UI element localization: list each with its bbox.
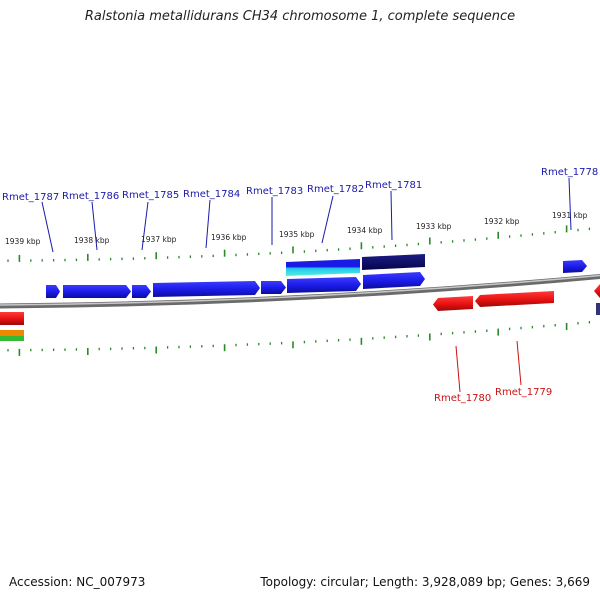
strip-dark [596, 303, 600, 315]
leader-rmet-1782 [321, 195, 334, 244]
gene-label-rmet-1783[interactable]: Rmet_1783 [246, 186, 303, 197]
label-leaders-reverse [455, 340, 522, 393]
gene-label-rmet-1780[interactable]: Rmet_1780 [434, 393, 491, 404]
leader-rmet-1779 [516, 340, 522, 386]
gene-arrow-rmet-1780[interactable] [433, 296, 473, 311]
gene-arrow-rmet-1786[interactable] [63, 285, 131, 298]
tick-labels: 1939 kbp 1938 kbp 1937 kbp 1936 kbp 1935… [5, 211, 588, 246]
gene-label-rmet-1787[interactable]: Rmet_1787 [2, 192, 59, 203]
tick-label-1934: 1934 kbp [347, 226, 383, 235]
chromosome-backbone-highlight [0, 274, 600, 306]
gene-arrow-rmet-1781[interactable] [363, 272, 425, 289]
gene-arrow-rmet-1782[interactable] [287, 277, 361, 293]
tick-label-1931: 1931 kbp [552, 211, 588, 220]
gene-arrow-rmet-1787[interactable] [46, 285, 60, 298]
gene-label-rmet-1784[interactable]: Rmet_1784 [183, 189, 240, 200]
tick-label-1939: 1939 kbp [5, 237, 41, 246]
tick-label-1932: 1932 kbp [484, 217, 520, 226]
reverse-gene-track [0, 284, 600, 325]
gene-arrow-rmet-1784[interactable] [153, 281, 260, 297]
leader-rmet-1785 [141, 201, 149, 251]
strip-orange [0, 330, 24, 336]
gene-label-rmet-1779[interactable]: Rmet_1779 [495, 387, 552, 398]
leader-rmet-1784 [205, 199, 211, 249]
tick-label-1936: 1936 kbp [211, 233, 247, 242]
reverse-gene-labels: Rmet_1780 Rmet_1779 [434, 387, 552, 404]
gene-block-edge-left-red[interactable] [0, 312, 24, 325]
feature-track [286, 254, 425, 276]
gene-label-rmet-1782[interactable]: Rmet_1782 [307, 184, 364, 195]
page-title: Ralstonia metallidurans CH34 chromosome … [84, 9, 516, 24]
gene-label-rmet-1785[interactable]: Rmet_1785 [122, 190, 179, 201]
genome-summary: Topology: circular; Length: 3,928,089 bp… [260, 575, 590, 589]
forward-gene-labels: Rmet_1787 Rmet_1786 Rmet_1785 Rmet_1784 … [2, 167, 598, 203]
gene-arrow-edge-right[interactable] [594, 284, 600, 298]
chromosome-backbone [0, 273, 600, 309]
leader-rmet-1780 [455, 345, 461, 393]
tick-label-1933: 1933 kbp [416, 222, 452, 231]
outer-tick-ruler [7, 225, 591, 262]
accession-label: Accession: NC_007973 [9, 575, 146, 589]
tick-label-1938: 1938 kbp [74, 236, 110, 245]
leader-rmet-1787 [41, 201, 54, 253]
label-leaders [41, 177, 572, 253]
tick-label-1937: 1937 kbp [141, 235, 177, 244]
inner-tick-ruler [7, 321, 591, 356]
gene-arrow-rmet-1778[interactable] [563, 260, 587, 273]
feature-block-dark[interactable] [362, 254, 425, 270]
gene-arrow-rmet-1785[interactable] [132, 285, 151, 298]
tick-label-1935: 1935 kbp [279, 230, 315, 239]
forward-gene-track [46, 260, 587, 298]
gene-arrow-rmet-1783[interactable] [261, 281, 286, 294]
gene-label-rmet-1786[interactable]: Rmet_1786 [62, 191, 119, 202]
gene-arrow-rmet-1779[interactable] [475, 291, 554, 307]
leader-rmet-1778 [568, 177, 572, 231]
leader-rmet-1786 [91, 201, 98, 251]
leader-rmet-1781 [390, 190, 393, 241]
gene-label-rmet-1778[interactable]: Rmet_1778 [541, 167, 598, 178]
feature-block-cyan[interactable] [286, 259, 360, 276]
strip-green [0, 336, 24, 341]
edge-annotation-strips [0, 303, 600, 341]
gene-label-rmet-1781[interactable]: Rmet_1781 [365, 180, 422, 191]
